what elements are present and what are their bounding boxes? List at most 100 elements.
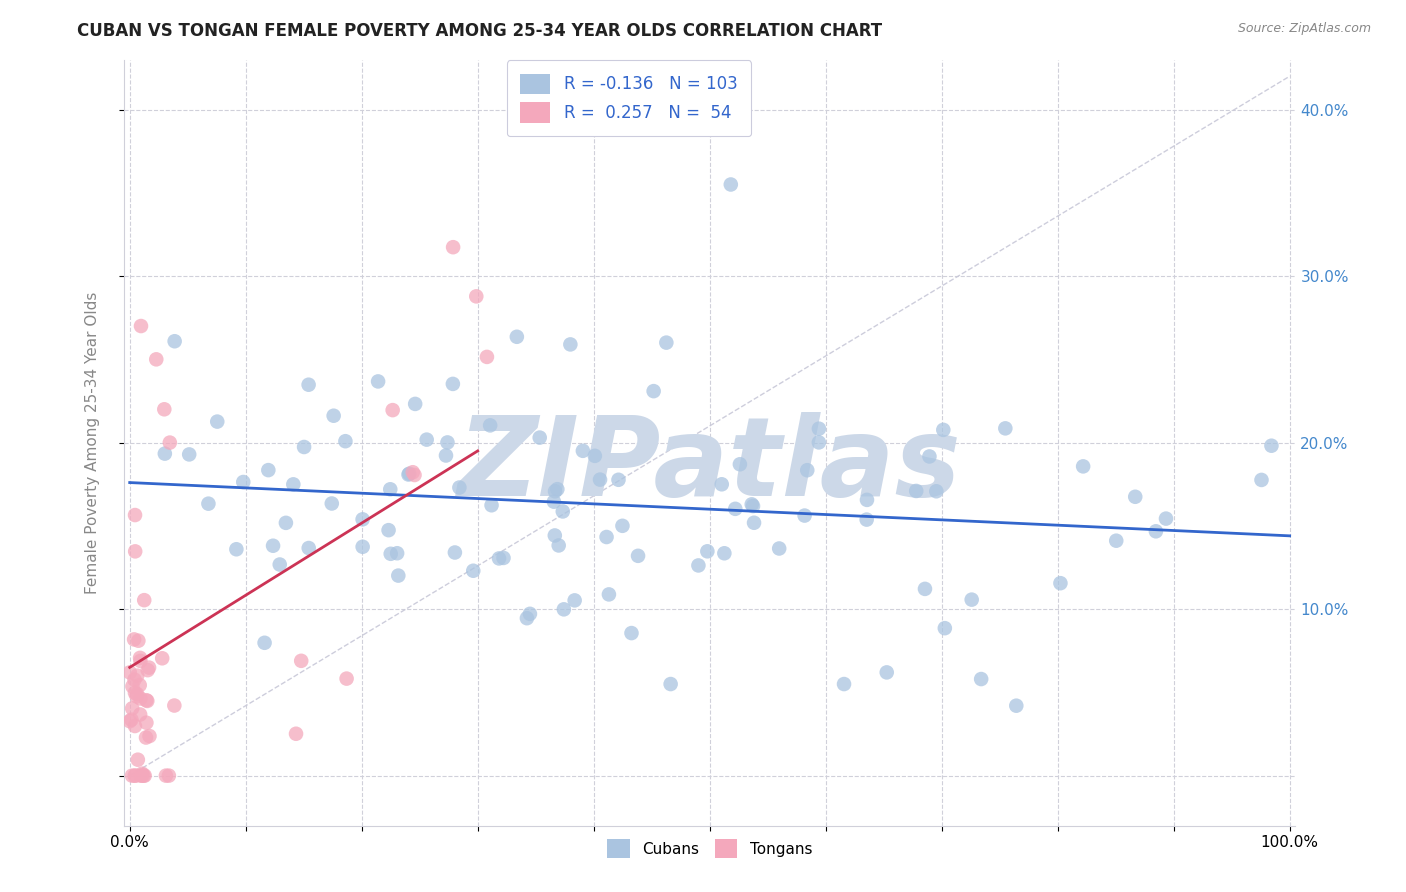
Text: CUBAN VS TONGAN FEMALE POVERTY AMONG 25-34 YEAR OLDS CORRELATION CHART: CUBAN VS TONGAN FEMALE POVERTY AMONG 25-… (77, 22, 883, 40)
Point (553, 602, 575, 616)
Point (404, 468, 426, 483)
Point (710, 477, 733, 491)
Point (336, 672, 359, 686)
Point (253, 636, 276, 650)
Point (914, 582, 936, 596)
Point (1005, 698, 1028, 713)
Point (807, 435, 830, 450)
Point (136, 694, 159, 708)
Point (506, 330, 529, 344)
Point (742, 516, 765, 530)
Point (125, 687, 148, 701)
Text: ZIPatlas: ZIPatlas (458, 412, 962, 519)
Point (519, 607, 541, 621)
Point (796, 463, 818, 477)
Point (688, 558, 710, 573)
Point (659, 677, 682, 691)
Point (131, 769, 153, 783)
Point (118, 665, 141, 680)
Point (572, 443, 595, 458)
Point (122, 632, 145, 647)
Point (121, 701, 143, 715)
Point (807, 422, 830, 436)
Point (262, 539, 284, 553)
Point (742, 499, 765, 513)
Point (135, 693, 157, 707)
Point (441, 240, 464, 254)
Point (402, 465, 425, 479)
Point (713, 546, 735, 560)
Point (377, 523, 399, 537)
Point (876, 665, 898, 680)
Point (124, 769, 146, 783)
Point (1260, 439, 1282, 453)
Point (724, 501, 747, 516)
Point (352, 540, 374, 554)
Point (970, 672, 993, 686)
Point (544, 528, 567, 542)
Point (529, 431, 551, 445)
Point (335, 434, 357, 449)
Point (290, 654, 312, 668)
Point (1105, 533, 1128, 548)
Point (612, 518, 634, 533)
Point (153, 402, 176, 417)
Point (444, 545, 467, 559)
Point (129, 707, 152, 722)
Point (905, 483, 928, 498)
Point (197, 497, 219, 511)
Point (274, 516, 297, 530)
Point (404, 397, 426, 411)
Point (129, 319, 152, 334)
Y-axis label: Female Poverty Among 25-34 Year Olds: Female Poverty Among 25-34 Year Olds (86, 292, 100, 594)
Point (380, 483, 402, 497)
Point (398, 467, 420, 482)
Point (415, 433, 437, 447)
Point (449, 481, 471, 495)
Point (298, 541, 321, 555)
Point (322, 409, 344, 423)
Point (934, 621, 956, 635)
Point (124, 508, 146, 522)
Point (741, 497, 763, 511)
Point (595, 530, 617, 544)
Point (1071, 459, 1094, 474)
Point (120, 713, 142, 727)
Point (127, 668, 149, 682)
Point (728, 457, 751, 471)
Text: Source: ZipAtlas.com: Source: ZipAtlas.com (1237, 22, 1371, 36)
Point (135, 715, 157, 730)
Point (135, 731, 157, 745)
Point (387, 568, 409, 582)
Point (153, 447, 176, 461)
Point (128, 678, 150, 692)
Point (269, 558, 291, 572)
Point (283, 477, 305, 491)
Point (134, 769, 156, 783)
Point (367, 375, 389, 389)
Point (793, 508, 815, 523)
Point (516, 611, 538, 625)
Point (696, 544, 718, 558)
Point (207, 415, 229, 429)
Point (607, 473, 630, 487)
Point (129, 651, 152, 665)
Point (441, 376, 464, 391)
Point (125, 690, 148, 704)
Point (547, 538, 569, 552)
Point (134, 593, 156, 607)
Point (118, 714, 141, 729)
Point (124, 769, 146, 783)
Point (138, 660, 160, 674)
Point (925, 484, 948, 499)
Point (232, 475, 254, 489)
Point (1049, 576, 1071, 591)
Point (129, 769, 152, 783)
Point (124, 686, 146, 700)
Point (150, 651, 173, 665)
Point (121, 679, 143, 693)
Point (385, 546, 408, 560)
Point (124, 719, 146, 733)
Point (124, 673, 146, 687)
Point (1144, 524, 1167, 539)
